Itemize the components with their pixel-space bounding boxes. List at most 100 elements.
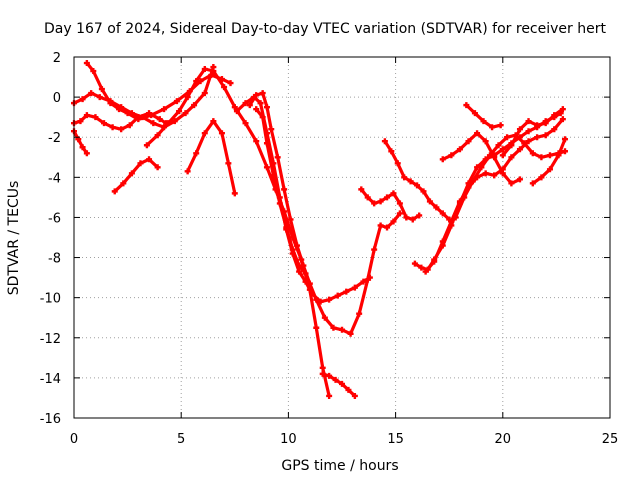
data-point xyxy=(388,148,395,155)
data-point xyxy=(259,90,266,97)
data-point xyxy=(396,200,403,207)
y-tick-label: -8 xyxy=(48,252,61,267)
data-point xyxy=(296,262,303,269)
x-tick-label: 0 xyxy=(70,432,78,447)
data-point xyxy=(150,120,157,127)
data-point xyxy=(118,104,125,111)
data-point xyxy=(508,154,515,161)
data-point xyxy=(332,376,339,383)
data-point xyxy=(79,144,86,151)
data-point xyxy=(274,154,281,161)
data-point xyxy=(461,194,468,201)
data-point xyxy=(551,112,558,119)
data-point xyxy=(561,136,568,143)
series-track-19 xyxy=(499,106,566,159)
data-point xyxy=(118,126,125,133)
data-point xyxy=(339,380,345,387)
y-tick-label: -12 xyxy=(40,332,61,347)
data-point xyxy=(293,242,300,249)
data-point xyxy=(321,314,328,321)
data-point xyxy=(555,152,562,159)
data-point xyxy=(390,218,397,225)
data-point xyxy=(259,114,266,121)
data-point xyxy=(306,280,313,287)
data-point xyxy=(319,364,326,371)
data-point xyxy=(439,238,446,245)
data-point xyxy=(156,116,163,123)
data-point xyxy=(210,118,217,125)
data-point xyxy=(480,118,487,125)
y-tick-label: -16 xyxy=(40,412,61,427)
data-point xyxy=(227,80,234,87)
data-point xyxy=(289,246,296,253)
data-point xyxy=(270,172,277,179)
data-point xyxy=(283,224,290,231)
series-line xyxy=(359,187,421,221)
y-tick-label: -2 xyxy=(48,131,61,146)
data-point xyxy=(339,326,345,333)
data-point xyxy=(313,296,320,303)
data-point xyxy=(497,122,504,129)
series-track-17 xyxy=(452,132,568,221)
data-point xyxy=(83,150,90,157)
data-point xyxy=(377,222,384,229)
data-point xyxy=(257,100,264,107)
data-point xyxy=(313,324,320,331)
series-track-12 xyxy=(358,186,423,223)
data-point xyxy=(148,112,155,119)
data-point xyxy=(351,284,358,291)
data-point xyxy=(508,180,515,187)
data-point xyxy=(364,276,371,283)
data-point xyxy=(381,138,388,145)
data-point xyxy=(534,134,541,141)
y-tick-label: -14 xyxy=(40,372,61,387)
data-point xyxy=(326,372,333,379)
data-point xyxy=(77,118,84,125)
plot-frame xyxy=(73,56,611,419)
data-point xyxy=(474,130,481,137)
data-point xyxy=(347,330,354,337)
data-point xyxy=(90,68,97,75)
data-point xyxy=(233,108,240,115)
data-point xyxy=(107,98,114,105)
data-point xyxy=(263,104,270,111)
data-point xyxy=(109,124,116,131)
data-point xyxy=(281,186,288,193)
data-point xyxy=(83,60,90,67)
data-point xyxy=(431,258,438,265)
data-point xyxy=(246,102,253,109)
data-point xyxy=(499,152,506,159)
data-point xyxy=(210,68,217,75)
data-point xyxy=(201,66,208,73)
data-point xyxy=(534,122,541,129)
series-line xyxy=(441,131,522,185)
data-point xyxy=(482,170,489,177)
data-point xyxy=(360,278,367,285)
data-point xyxy=(384,224,391,231)
data-point xyxy=(146,156,153,163)
data-point xyxy=(371,246,378,253)
data-point xyxy=(559,116,566,123)
data-point xyxy=(516,176,523,183)
data-point xyxy=(516,146,523,153)
series-line xyxy=(424,117,565,274)
data-point xyxy=(525,128,532,135)
series-track-6 xyxy=(143,66,333,399)
data-point xyxy=(538,174,545,181)
data-point xyxy=(504,134,511,141)
data-point xyxy=(253,106,260,113)
data-point xyxy=(495,142,502,149)
data-point xyxy=(403,214,410,221)
data-point xyxy=(201,90,208,97)
data-point xyxy=(193,150,200,157)
data-point xyxy=(120,180,127,187)
data-point xyxy=(193,78,200,85)
data-point xyxy=(221,84,228,91)
data-point xyxy=(176,108,183,115)
data-point xyxy=(161,106,168,113)
data-point xyxy=(529,150,536,157)
series-track-14 xyxy=(411,110,564,273)
data-point xyxy=(499,170,506,177)
x-tick-label: 25 xyxy=(602,432,619,447)
